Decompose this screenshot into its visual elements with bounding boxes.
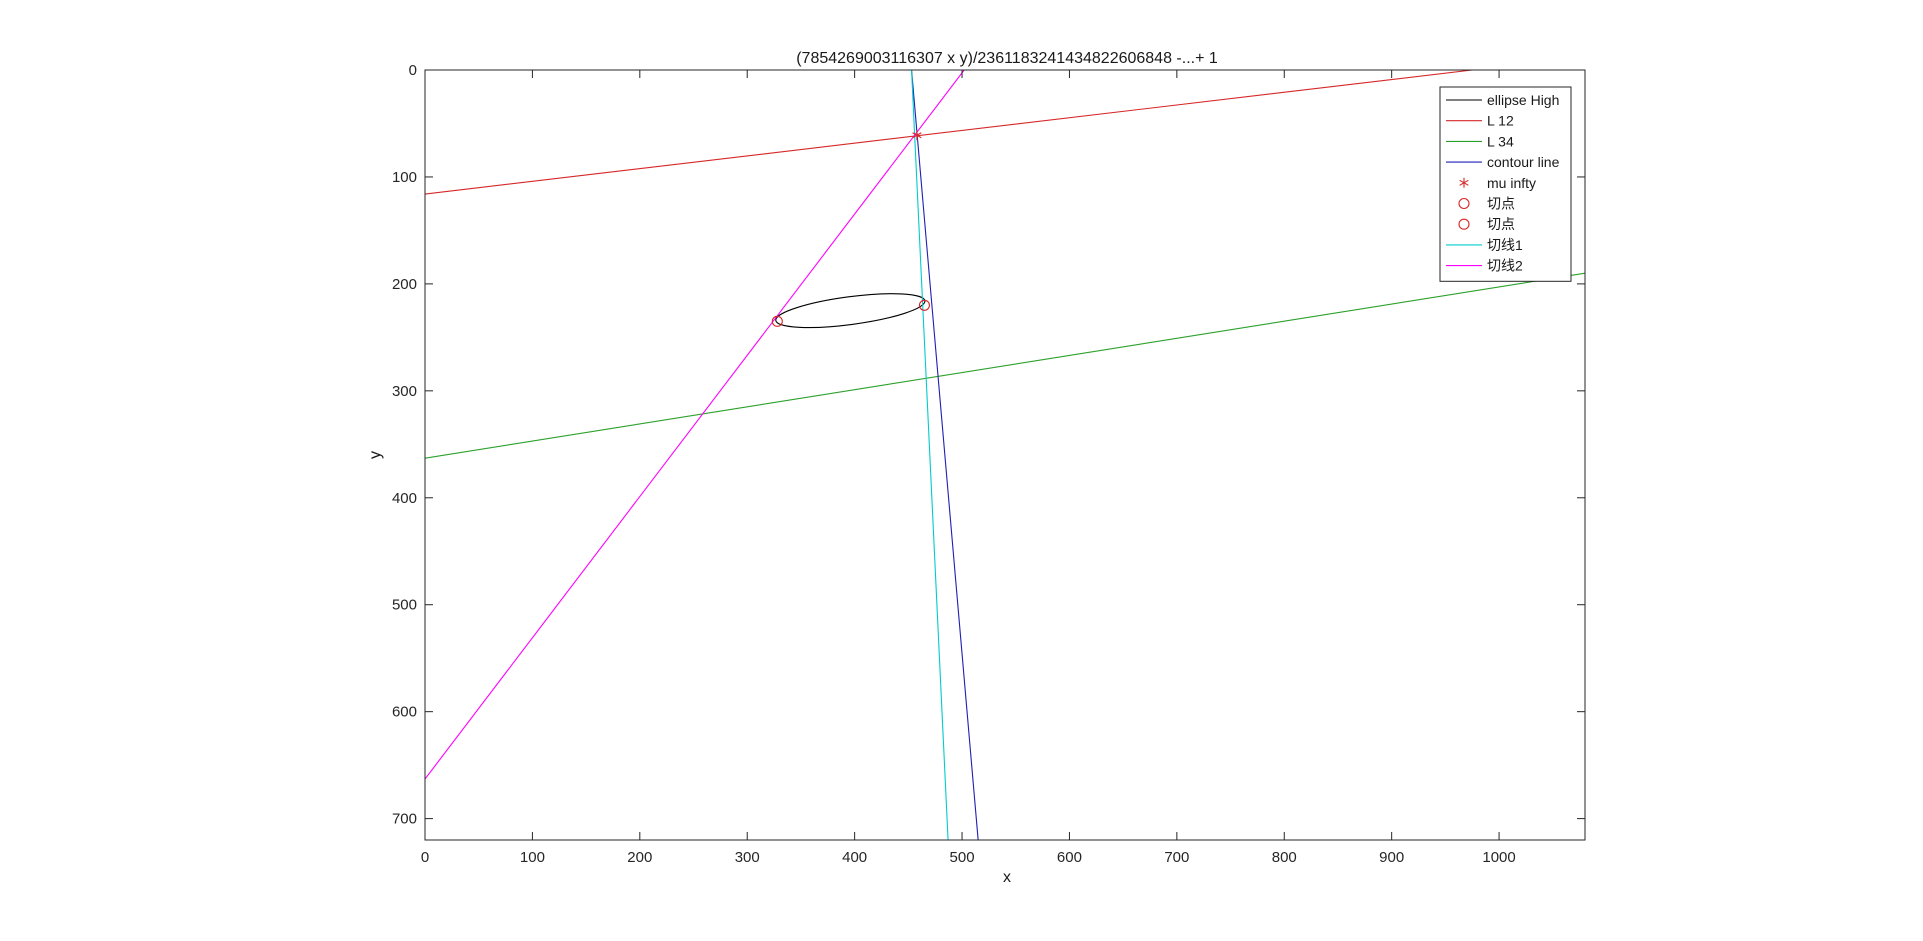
axes-box [424, 69, 1586, 841]
y-tick-label: 400 [392, 490, 417, 507]
x-tick-label: 800 [1272, 849, 1297, 866]
legend-entry-series-5: 切点 [1458, 196, 1515, 212]
x-tick-label: 0 [421, 849, 429, 866]
legend-entry-2-8: 切线2 [1446, 258, 1523, 274]
y-tick-label: 300 [392, 383, 417, 400]
series-mu-infty-4-star-marker [912, 130, 922, 141]
y-tick-label: 600 [392, 704, 417, 721]
axes: 0 100 200 300 400 500 600 700 800 900 1000 0 100 200 3… [392, 62, 1586, 866]
legend-entry-l-12-1: L 12 [1446, 113, 1514, 129]
y-tick-label: 200 [392, 276, 417, 293]
legend-label: mu infty [1487, 175, 1536, 191]
legend-entry-series-6: 切点 [1458, 216, 1515, 232]
legend-label: 切线2 [1487, 258, 1523, 274]
x-tick-label: 700 [1164, 849, 1189, 866]
legend-entry-mu-infty-4: mu infty [1459, 175, 1536, 191]
x-tick-label: 900 [1379, 849, 1404, 866]
x-axis-label: x [1003, 869, 1011, 886]
series-1-7-line [911, 70, 949, 840]
legend-label: 切点 [1487, 196, 1515, 212]
legend-entry-l-34-2: L 34 [1446, 133, 1514, 149]
legend-label: 切线1 [1487, 237, 1523, 253]
legend-label: L 34 [1487, 133, 1514, 149]
plot-area [425, 70, 1585, 840]
series-l-12-1-line [425, 70, 1473, 195]
x-tick-label: 600 [1057, 849, 1082, 866]
y-tick-label: 100 [392, 169, 417, 186]
chart-title: (7854269003116307 x y)/23611832414348226… [796, 50, 1218, 67]
x-tick-label: 300 [735, 849, 760, 866]
series-2-8-line [425, 70, 965, 780]
x-tick-label: 400 [842, 849, 867, 866]
legend-entry-1-7: 切线1 [1446, 237, 1523, 253]
y-tick-label: 0 [409, 62, 417, 79]
series-contour-line-3-line [911, 70, 979, 840]
legend-label: contour line [1487, 154, 1560, 170]
legend-circle-swatch [1458, 218, 1470, 230]
legend-circle-swatch [1458, 197, 1470, 210]
star-marker-stroke [1459, 179, 1469, 186]
x-tick-label: 100 [520, 849, 545, 866]
plot-background [425, 70, 1585, 840]
legend-star-swatch [1459, 177, 1469, 188]
x-tick-label: 200 [627, 849, 652, 866]
series-series-6-circle-marker [918, 299, 930, 311]
legend-label: ellipse High [1487, 92, 1559, 108]
series-series-5-circle-marker [771, 315, 783, 327]
legend-entry-ellipse-high-0: ellipse High [1446, 92, 1559, 108]
y-tick-label: 500 [392, 597, 417, 614]
star-marker-stroke [912, 132, 922, 139]
legend-label: 切点 [1487, 216, 1515, 232]
legend-label: L 12 [1487, 113, 1514, 129]
x-tick-label: 1000 [1482, 849, 1515, 866]
x-tick-label: 500 [950, 849, 975, 866]
y-tick-label: 700 [392, 811, 417, 828]
data-layer [425, 70, 1585, 840]
y-axis-label: y [367, 451, 384, 459]
legend-entry-contour-line-3: contour line [1446, 154, 1560, 170]
series-l-34-2-line [425, 272, 1585, 459]
legend: ellipse High L 12 L 34 contour line mu infty… [1439, 86, 1572, 282]
